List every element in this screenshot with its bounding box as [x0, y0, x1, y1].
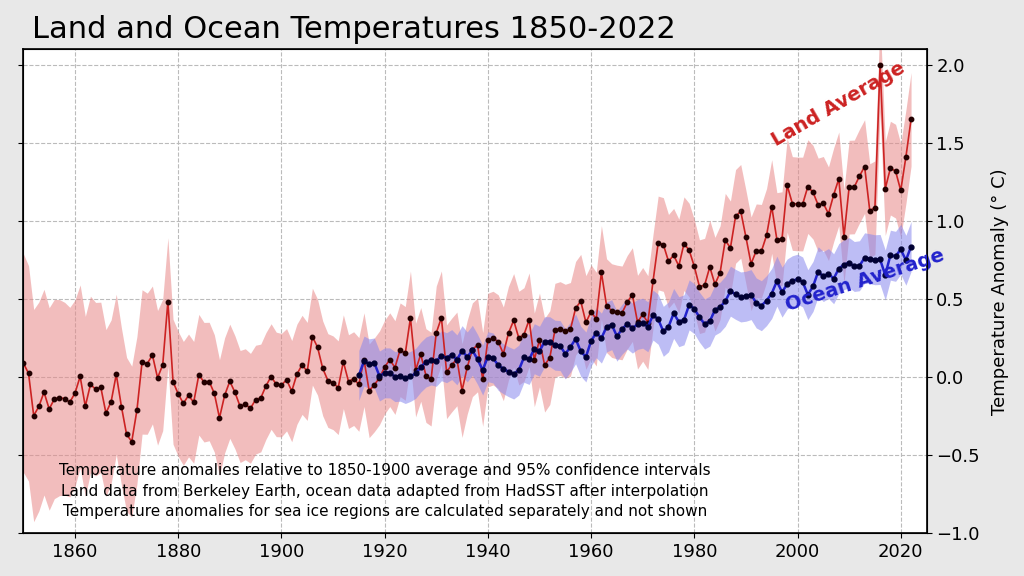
Text: Land and Ocean Temperatures 1850-2022: Land and Ocean Temperatures 1850-2022	[33, 15, 676, 44]
Text: Ocean Average: Ocean Average	[782, 245, 946, 315]
Text: Land data from Berkeley Earth, ocean data adapted from HadSST after interpolatio: Land data from Berkeley Earth, ocean dat…	[60, 484, 709, 499]
Y-axis label: Temperature Anomaly (° C): Temperature Anomaly (° C)	[991, 168, 1009, 415]
Text: Temperature anomalies for sea ice regions are calculated separately and not show: Temperature anomalies for sea ice region…	[62, 504, 707, 519]
Text: Temperature anomalies relative to 1850-1900 average and 95% confidence intervals: Temperature anomalies relative to 1850-1…	[58, 463, 711, 478]
Text: Land Average: Land Average	[769, 58, 908, 150]
